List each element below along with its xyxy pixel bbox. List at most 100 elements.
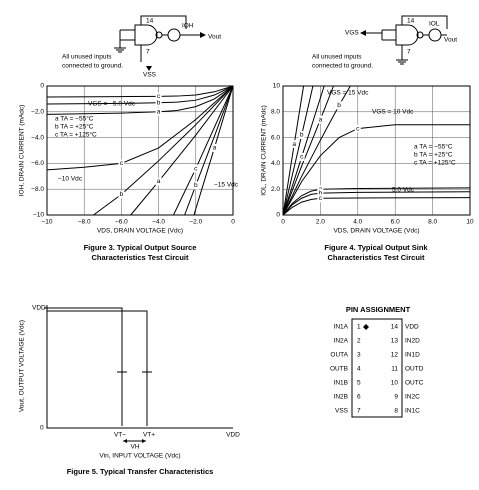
pin-label: 14 — [146, 18, 154, 25]
curve — [282, 85, 351, 216]
pin-number: 10 — [391, 380, 399, 387]
label-bg — [155, 177, 162, 186]
curve — [282, 85, 334, 216]
pin-number: 3 — [357, 352, 361, 359]
axis-label: 0 — [40, 425, 44, 432]
curve — [46, 85, 234, 98]
caption: Figure 5. Typical Transfer Characteristi… — [67, 467, 214, 476]
pin-name: IN1B — [334, 380, 348, 387]
curve-label: a — [292, 141, 296, 148]
note: All unused inputs — [312, 54, 362, 61]
y-tick-label: −2.0 — [31, 109, 44, 116]
plot-frame — [46, 85, 234, 216]
y-tick-label: 0 — [40, 83, 44, 90]
pin-name: IN2B — [334, 394, 348, 401]
label-bg — [155, 107, 162, 116]
pin-name: OUTC — [405, 380, 424, 387]
y-tick-label: −10 — [33, 212, 44, 219]
x-tick-label: −4.0 — [152, 219, 165, 226]
y-tick-label: 0 — [276, 212, 280, 219]
x-tick-label: −6.0 — [115, 219, 128, 226]
caption: Figure 4. Typical Output Sink — [324, 243, 428, 252]
x-tick-label: −10 — [41, 219, 52, 226]
curve-label: c — [194, 165, 198, 172]
pin-number: 9 — [394, 394, 398, 401]
pin-name: IN1A — [334, 324, 349, 331]
caption: Characteristics Test Circuit — [92, 253, 189, 262]
annotation: a TA = −55°C — [55, 115, 94, 123]
annotation: b TA = +25°C — [55, 123, 94, 131]
gate-voltage-label: VGS — [345, 30, 359, 37]
pin-number: 11 — [391, 366, 398, 373]
y-tick-label: −8.0 — [31, 186, 44, 193]
x-tick-label: 0 — [281, 219, 285, 226]
output-label: Vout — [208, 34, 221, 41]
label-bg — [118, 159, 125, 168]
pin-name: IN2D — [405, 338, 420, 345]
annotation: VGS = 15 Vdc — [327, 90, 369, 97]
current-label: IOL — [429, 21, 440, 28]
threshold-label: VT− — [114, 432, 126, 439]
supply-label: VSS — [143, 72, 157, 79]
curve-label: b — [337, 102, 341, 109]
x-axis-title: VDS, DRAIN VOLTAGE (Vdc) — [97, 228, 183, 235]
pin-label: 7 — [146, 49, 150, 56]
note: All unused inputs — [62, 54, 112, 61]
curve-label: a — [157, 109, 161, 116]
current-label: IOH — [182, 23, 194, 30]
annotation: 5.0 Vdc — [392, 187, 415, 194]
y-tick-label: −4.0 — [31, 134, 44, 141]
curve-label: a — [319, 116, 323, 123]
y-tick-label: −6.0 — [31, 160, 44, 167]
pin-name: VDD — [405, 324, 419, 331]
label-bg — [317, 194, 324, 203]
curve-label: b — [157, 99, 161, 106]
curve — [93, 85, 234, 216]
curve — [130, 85, 234, 216]
curve-label: c — [319, 195, 323, 202]
curve-label: b — [319, 190, 323, 197]
pin-name: IN1D — [405, 352, 420, 359]
annotation: a TA = −55°C — [414, 143, 453, 151]
label-bg — [192, 164, 199, 173]
pin-number: 4 — [357, 366, 361, 373]
y-tick-label: 4.0 — [271, 160, 280, 167]
pin-number: 14 — [391, 324, 399, 331]
pin-number: 2 — [357, 338, 361, 345]
annotation: VGS = −5.0 Vdc — [88, 101, 136, 108]
pin-label: 7 — [407, 49, 411, 56]
curve — [173, 85, 234, 216]
x-tick-label: 0 — [231, 219, 235, 226]
curve — [46, 85, 234, 171]
note: connected to ground. — [312, 63, 373, 70]
curve-label: b — [300, 132, 304, 139]
caption: Figure 3. Typical Output Source — [84, 243, 197, 252]
pin-name: IN1C — [405, 408, 420, 415]
label-bg — [354, 124, 361, 133]
annotation: VGS = 10 Vdc — [372, 109, 414, 116]
pin-name: VSS — [335, 408, 349, 415]
pin-number: 5 — [357, 380, 361, 387]
pin-name: OUTD — [405, 366, 424, 373]
pin-number: 1 — [357, 324, 361, 331]
annotation: −10 Vdc — [58, 176, 83, 183]
label-bg — [155, 98, 162, 107]
plot-frame — [282, 85, 471, 216]
circuit-fig3: 14 IOH Vout 7 VSS All unused inputs conn… — [62, 15, 221, 79]
label-bg — [118, 190, 125, 199]
pin-name: IN2A — [334, 338, 349, 345]
pin-number: 8 — [394, 408, 398, 415]
x-tick-label: 2.0 — [316, 219, 325, 226]
y-axis-title: IOL, DRAIN CURRENT (mAdc) — [261, 105, 268, 196]
pin-number: 12 — [391, 352, 399, 359]
hysteresis-label: VH — [130, 444, 139, 451]
x-tick-label: 6.0 — [391, 219, 400, 226]
note: connected to ground. — [62, 63, 123, 70]
pin-number: 7 — [357, 408, 361, 415]
y-tick-label: 10 — [273, 83, 281, 90]
label-bg — [298, 131, 305, 140]
curve — [282, 197, 471, 216]
